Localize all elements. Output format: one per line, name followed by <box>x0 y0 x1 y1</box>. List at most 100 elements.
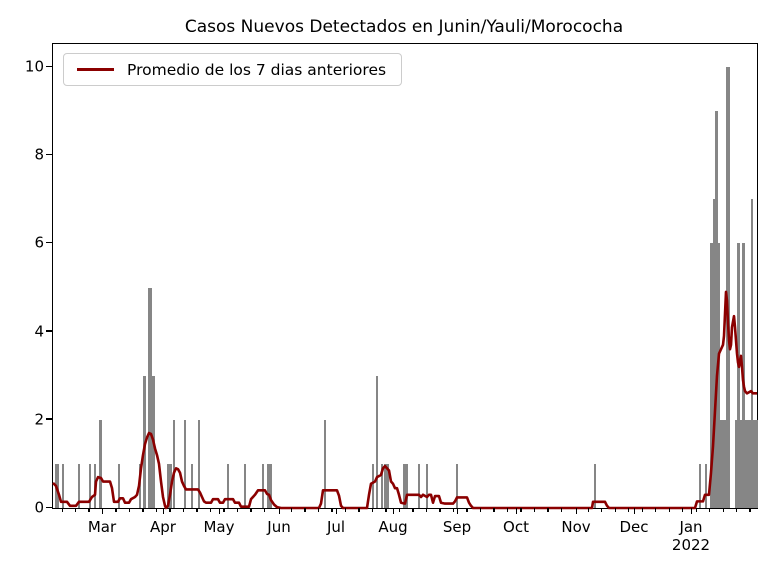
bar <box>403 463 408 508</box>
y-major-tick <box>45 506 52 508</box>
bar <box>191 463 193 508</box>
y-major-tick <box>45 153 52 156</box>
bar <box>381 463 383 508</box>
bar <box>710 243 713 508</box>
x-major-tick <box>102 508 104 514</box>
average-line <box>52 290 757 510</box>
y-tick-label: 0 <box>34 498 44 517</box>
y-tick-label: 2 <box>34 410 44 429</box>
x-tick-label: Mar <box>87 518 117 536</box>
x-tick-label: Nov <box>561 518 591 536</box>
x-minor-tick <box>506 508 509 512</box>
x-major-tick <box>219 508 221 514</box>
x-minor-tick <box>736 508 738 512</box>
y-tick-label: 6 <box>34 233 44 252</box>
x-major-tick <box>393 508 395 514</box>
x-minor-tick <box>385 508 387 512</box>
y-major-tick <box>45 330 52 332</box>
bar <box>376 375 378 508</box>
bar <box>418 463 420 508</box>
x-minor-tick <box>196 508 198 512</box>
bar <box>227 463 229 508</box>
x-tick-label: Aug <box>378 518 408 536</box>
x-minor-tick <box>479 508 482 512</box>
x-minor-tick <box>61 508 63 512</box>
x-major-tick <box>163 508 165 514</box>
x-minor-tick <box>533 508 536 512</box>
x-minor-tick <box>358 508 360 512</box>
x-major-tick <box>576 508 578 514</box>
x-minor-tick <box>520 508 522 512</box>
x-minor-tick <box>614 508 616 512</box>
x-minor-tick <box>290 508 293 512</box>
x-minor-tick <box>317 508 320 512</box>
bar <box>594 463 596 508</box>
x-minor-tick <box>88 508 90 512</box>
chart-title: Casos Nuevos Detectados en Junin/Yauli/M… <box>184 17 624 37</box>
x-minor-tick <box>371 508 374 512</box>
x-tick-label: Dec <box>619 518 649 536</box>
y-tick-label: 4 <box>34 322 44 341</box>
bar <box>699 463 701 508</box>
x-minor-tick <box>628 508 630 512</box>
x-minor-tick <box>682 508 684 512</box>
x-major-tick <box>336 508 338 514</box>
x-minor-tick <box>601 508 603 512</box>
x-minor-tick <box>209 508 212 512</box>
x-tick-label: Jul <box>326 518 346 536</box>
bar <box>747 419 751 508</box>
bar <box>62 463 64 508</box>
x-major-tick <box>634 508 636 514</box>
x-tick-label: May <box>203 518 235 536</box>
x-minor-tick <box>695 508 697 512</box>
x-minor-tick <box>263 508 266 512</box>
y-major-tick <box>45 418 52 420</box>
x-major-tick <box>516 508 518 514</box>
bar <box>244 463 246 508</box>
x-minor-tick <box>587 508 589 512</box>
y-major-tick <box>45 65 52 67</box>
y-major-tick <box>45 242 52 244</box>
x-minor-tick <box>749 508 751 512</box>
plot-canvas: Mar Apr May Jun Jul Aug Sep Oct Nov Dec Jan 2022 0 2… <box>25 44 758 554</box>
bar <box>324 419 326 508</box>
x-minor-tick <box>331 508 333 512</box>
x-minor-tick <box>142 508 144 512</box>
x-tick-label: Apr <box>150 518 176 536</box>
bar <box>384 463 389 508</box>
x-tick-label: Oct <box>503 518 529 536</box>
x-minor-tick <box>155 508 158 512</box>
x-minor-tick <box>169 508 171 512</box>
bar <box>720 419 723 508</box>
x-minor-tick <box>128 508 131 512</box>
bar <box>99 419 102 508</box>
x-minor-tick <box>398 508 401 512</box>
x-minor-tick <box>452 508 455 512</box>
bar <box>167 463 172 508</box>
x-minor-tick <box>115 508 117 512</box>
legend-label: Promedio de los 7 dias anteriores <box>127 60 387 79</box>
bar <box>737 243 740 508</box>
bar <box>148 287 152 508</box>
x-tick-label: Sep <box>442 518 472 536</box>
bar <box>744 419 747 508</box>
bar <box>714 111 718 508</box>
bar <box>426 463 428 508</box>
average-line-path <box>52 290 757 510</box>
legend: Promedio de los 7 dias anteriores <box>63 53 403 86</box>
bar <box>267 463 272 508</box>
y-tick-label: 8 <box>34 145 44 164</box>
bar <box>262 463 264 508</box>
x-major-tick <box>691 508 693 514</box>
y-tick-label: 10 <box>24 57 44 76</box>
x-minor-tick <box>547 508 549 512</box>
bar <box>723 419 726 508</box>
x-minor-tick <box>250 508 252 512</box>
bar <box>198 419 200 508</box>
x-tick-label: Jan <box>679 518 703 536</box>
x-minor-tick <box>709 508 711 512</box>
x-minor-tick <box>74 508 77 512</box>
bar <box>89 463 91 508</box>
x-minor-tick <box>236 508 239 512</box>
